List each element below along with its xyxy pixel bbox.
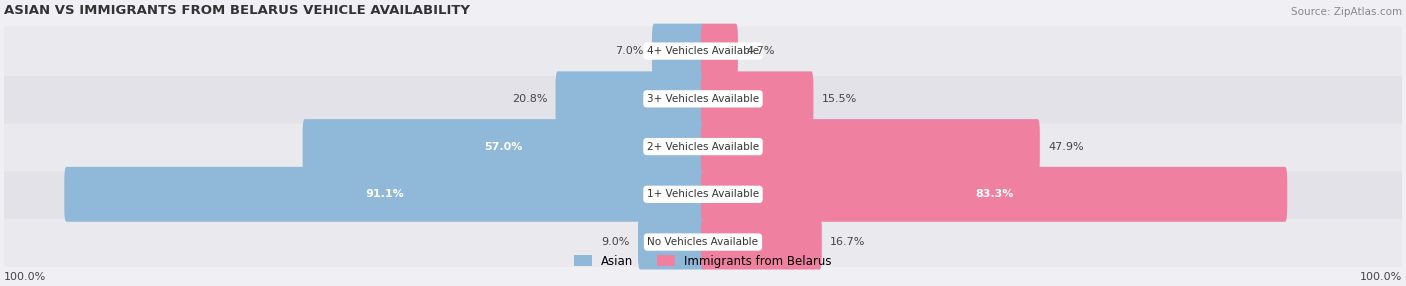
FancyBboxPatch shape (4, 122, 1402, 171)
Text: 2+ Vehicles Available: 2+ Vehicles Available (647, 142, 759, 152)
Text: 47.9%: 47.9% (1049, 142, 1084, 152)
Text: 16.7%: 16.7% (830, 237, 866, 247)
FancyBboxPatch shape (4, 170, 1402, 219)
FancyBboxPatch shape (702, 119, 1040, 174)
Text: ASIAN VS IMMIGRANTS FROM BELARUS VEHICLE AVAILABILITY: ASIAN VS IMMIGRANTS FROM BELARUS VEHICLE… (4, 4, 470, 17)
FancyBboxPatch shape (4, 26, 1402, 76)
Text: 100.0%: 100.0% (4, 272, 46, 282)
FancyBboxPatch shape (302, 119, 704, 174)
Text: 20.8%: 20.8% (512, 94, 547, 104)
Text: Source: ZipAtlas.com: Source: ZipAtlas.com (1291, 7, 1402, 17)
FancyBboxPatch shape (702, 167, 1288, 222)
FancyBboxPatch shape (4, 217, 1402, 267)
FancyBboxPatch shape (652, 24, 704, 79)
FancyBboxPatch shape (65, 167, 704, 222)
Text: 1+ Vehicles Available: 1+ Vehicles Available (647, 189, 759, 199)
FancyBboxPatch shape (4, 74, 1402, 124)
FancyBboxPatch shape (702, 72, 814, 126)
FancyBboxPatch shape (555, 72, 704, 126)
FancyBboxPatch shape (702, 214, 821, 269)
Text: 83.3%: 83.3% (974, 189, 1014, 199)
Legend: Asian, Immigrants from Belarus: Asian, Immigrants from Belarus (569, 250, 837, 272)
Text: 3+ Vehicles Available: 3+ Vehicles Available (647, 94, 759, 104)
FancyBboxPatch shape (638, 214, 704, 269)
Text: 91.1%: 91.1% (366, 189, 404, 199)
FancyBboxPatch shape (702, 24, 738, 79)
Text: No Vehicles Available: No Vehicles Available (648, 237, 758, 247)
Text: 9.0%: 9.0% (602, 237, 630, 247)
Text: 100.0%: 100.0% (1360, 272, 1402, 282)
Text: 4.7%: 4.7% (747, 46, 775, 56)
Text: 4+ Vehicles Available: 4+ Vehicles Available (647, 46, 759, 56)
Text: 7.0%: 7.0% (616, 46, 644, 56)
Text: 57.0%: 57.0% (485, 142, 523, 152)
Text: 15.5%: 15.5% (821, 94, 858, 104)
